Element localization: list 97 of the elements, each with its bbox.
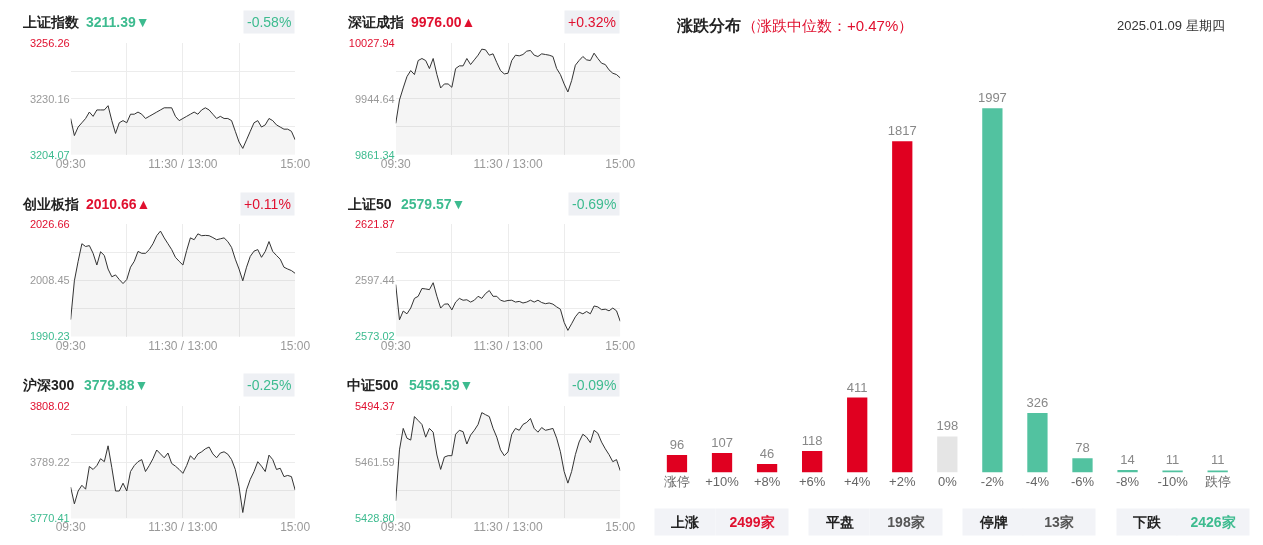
y-tick-label: 2008.45	[29, 274, 70, 287]
bar	[1027, 413, 1048, 473]
chart-subtitle: 3211.39▼	[86, 14, 150, 30]
x-tick-label: -10%	[1157, 474, 1189, 490]
x-tick-label: 11:30 / 13:00	[148, 338, 218, 353]
y-tick-label: 5494.37	[354, 399, 395, 412]
data-label: 107	[711, 434, 733, 450]
y-tick-label: 5461.59	[354, 456, 395, 469]
chart-title: 上证指数	[22, 14, 80, 30]
x-tick-label: 跌停	[1204, 474, 1231, 490]
text: 停牌	[978, 514, 1008, 530]
y-tick-label: 2597.44	[354, 274, 395, 287]
x-tick-label: +2%	[889, 474, 916, 490]
text: +0.32%	[568, 14, 616, 30]
data-label: 118	[801, 432, 823, 448]
y-tick-label: 3770.41	[29, 512, 70, 525]
x-tick-label: +8%	[753, 474, 781, 490]
data-label: 198	[936, 418, 959, 434]
chart-title: 创业板指	[22, 196, 79, 212]
y-tick-label: 2621.87	[354, 217, 395, 230]
y-tick-label: 10027.94	[348, 37, 395, 50]
data-label: 96	[669, 436, 685, 452]
y-tick-label: 2026.66	[29, 217, 70, 230]
text: -0.69%	[572, 196, 617, 212]
text: -0.58%	[247, 14, 292, 30]
x-tick-label: -2%	[980, 474, 1005, 490]
text: -0.09%	[572, 377, 617, 393]
text: 198家	[887, 514, 925, 530]
text: 平盘	[824, 514, 854, 530]
bar	[847, 397, 868, 473]
bar	[1207, 470, 1228, 473]
text: 下跌	[1132, 514, 1162, 530]
chart-title: 上证50	[347, 196, 392, 212]
chart-subtitle: 5456.59▼	[409, 377, 474, 393]
chart-title: 深证成指	[347, 14, 404, 30]
x-tick-label: +4%	[844, 474, 871, 490]
text: 2499家	[729, 514, 775, 530]
data-label: 14	[1120, 451, 1135, 467]
data-label: 326	[1026, 395, 1049, 411]
x-tick-label: 11:30 / 13:00	[148, 520, 218, 535]
text: 2426家	[1190, 514, 1236, 530]
data-label: 11	[1210, 452, 1225, 468]
data-label: 1817	[887, 123, 917, 139]
bar	[892, 141, 913, 473]
y-tick-label: 1990.23	[29, 330, 70, 343]
x-tick-label: 11:30 / 13:00	[473, 520, 543, 535]
x-tick-label: -6%	[1070, 474, 1095, 490]
data-label: 46	[759, 446, 775, 462]
chart-title: 中证500	[347, 377, 399, 393]
chart-subtitle: 2579.57▼	[401, 196, 466, 212]
bar	[982, 108, 1003, 473]
y-tick-label: 9944.64	[354, 92, 395, 105]
x-tick-label: 0%	[937, 474, 958, 490]
bar	[1162, 470, 1183, 473]
chart-subtitle: 9976.00▲	[411, 14, 476, 30]
x-tick-label: -8%	[1115, 474, 1140, 490]
y-tick-label: 9861.34	[354, 148, 395, 161]
x-tick-label: 11:30 / 13:00	[473, 156, 543, 171]
x-tick-label: 15:00	[605, 338, 636, 353]
chart-subtitle: 2010.66▲	[86, 196, 151, 212]
x-tick-label: 11:30 / 13:00	[148, 156, 218, 171]
data-label: 411	[846, 379, 868, 395]
chart-title: 沪深300	[22, 377, 75, 393]
x-tick-label: 15:00	[605, 156, 636, 171]
bar	[802, 450, 823, 473]
text: 2025.01.09 星期四	[1117, 18, 1225, 33]
data-label: 11	[1165, 452, 1180, 468]
y-tick-label: 3256.26	[29, 37, 70, 50]
text: 13家	[1044, 514, 1074, 530]
x-tick-label: 15:00	[605, 520, 636, 535]
y-tick-label: 3808.02	[29, 399, 70, 412]
y-tick-label: 3789.22	[29, 456, 70, 469]
chart-title: 涨跌分布	[676, 17, 741, 34]
data-label: 78	[1075, 440, 1090, 456]
x-tick-label: +6%	[798, 474, 826, 490]
chart-subtitle: 3779.88▼	[84, 377, 149, 393]
x-tick-label: 涨停	[663, 474, 690, 490]
y-tick-label: 2573.02	[354, 330, 395, 343]
y-tick-label: 3230.16	[29, 92, 70, 105]
chart-subtitle: （涨跌中位数：+0.47%）	[742, 17, 914, 34]
text: 上涨	[670, 514, 700, 530]
bar	[1072, 458, 1093, 473]
bar	[666, 454, 688, 473]
text: +0.11%	[244, 196, 291, 212]
bar	[711, 452, 733, 473]
bar	[937, 436, 958, 473]
bar	[756, 464, 778, 473]
x-tick-label: 15:00	[280, 520, 311, 535]
x-tick-label: 15:00	[280, 156, 311, 171]
data-label: 1997	[977, 90, 1007, 106]
text: -0.25%	[247, 377, 292, 393]
x-tick-label: -4%	[1025, 474, 1050, 490]
y-tick-label: 5428.80	[354, 512, 395, 525]
y-tick-label: 3204.07	[29, 148, 70, 161]
x-tick-label: 15:00	[280, 338, 311, 353]
x-tick-label: 11:30 / 13:00	[473, 338, 543, 353]
x-tick-label: +10%	[705, 474, 740, 490]
